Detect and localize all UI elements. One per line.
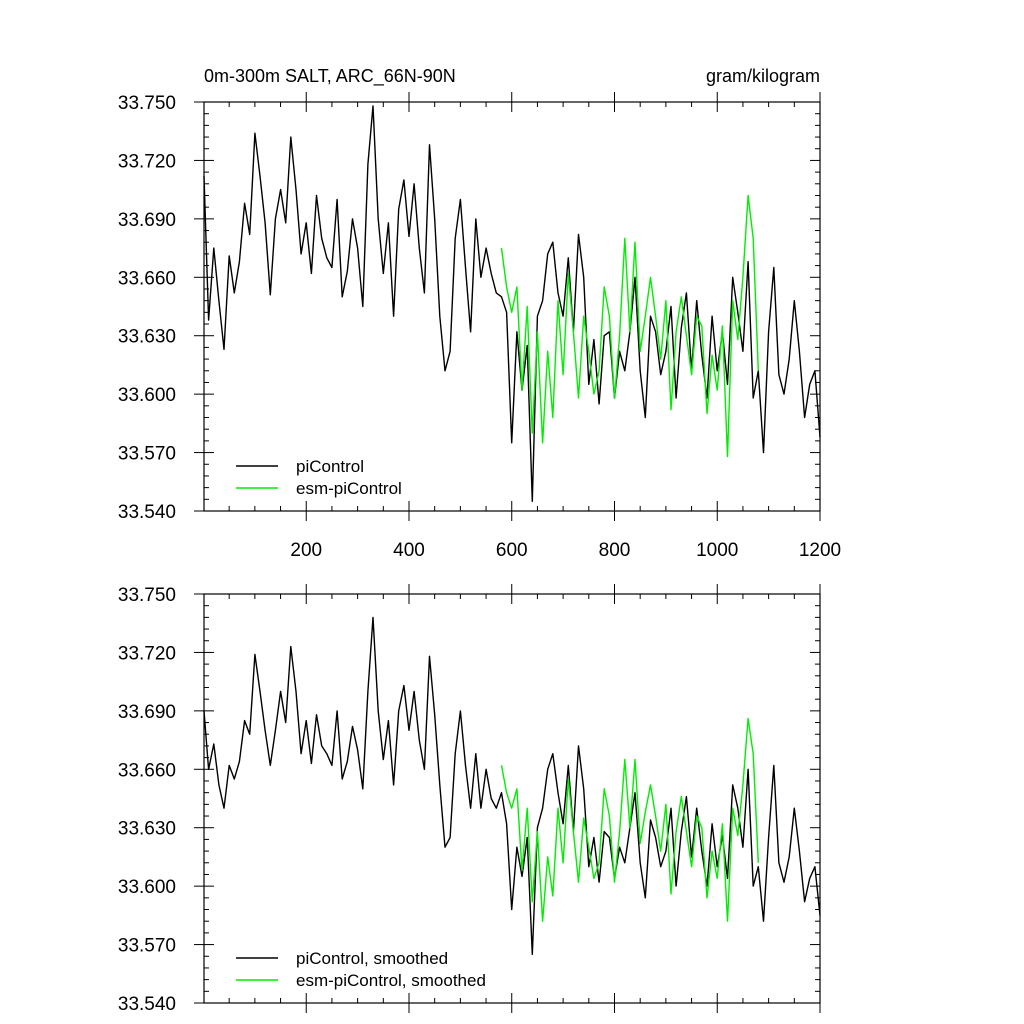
series-line-esm-picontrol-smoothed (500, 717, 759, 922)
series-line-picontrol-smoothed (203, 616, 821, 955)
y-tick-label: 33.660 (118, 268, 176, 289)
y-tick-label: 33.600 (118, 385, 176, 406)
x-tick-label: 1200 (799, 540, 841, 561)
legend-label: esm-piControl, smoothed (296, 971, 486, 990)
series-line-picontrol (203, 105, 821, 502)
y-tick-label: 33.690 (118, 702, 176, 723)
y-tick-label: 33.570 (118, 936, 176, 957)
y-tick-label: 33.570 (118, 444, 176, 465)
top-panel: 33.540 33.570 33.600 33.630 33.660 33.690 33.7… (118, 92, 841, 561)
y-tick-label: 33.720 (118, 151, 176, 172)
plot-frame (203, 593, 821, 1004)
x-tick-label: 200 (290, 540, 322, 561)
x-tick-label: 600 (496, 540, 528, 561)
y-tick-label: 33.600 (118, 877, 176, 898)
y-tick-label: 33.630 (118, 819, 176, 840)
series-line-esm-picontrol (500, 194, 759, 458)
y-tick-label: 33.750 (118, 585, 176, 606)
units-label: gram/kilogram (706, 66, 820, 86)
y-tick-label: 33.540 (118, 502, 176, 523)
y-tick-label: 33.750 (118, 93, 176, 114)
legend-label: esm-piControl (296, 479, 402, 498)
y-tick-label: 33.540 (118, 994, 176, 1015)
y-tick-label: 33.690 (118, 210, 176, 231)
y-tick-label: 33.630 (118, 327, 176, 348)
x-tick-label: 400 (393, 540, 425, 561)
legend-label: piControl (296, 457, 364, 476)
x-tick-label: 800 (599, 540, 631, 561)
y-tick-label: 33.660 (118, 760, 176, 781)
legend-label: piControl, smoothed (296, 949, 448, 968)
x-tick-label: 1000 (696, 540, 738, 561)
chart-title: 0m-300m SALT, ARC_66N-90N (204, 66, 456, 87)
bottom-panel: 33.540 33.570 33.600 33.630 33.660 33.690 33.7… (118, 584, 821, 1015)
y-tick-label: 33.720 (118, 643, 176, 664)
